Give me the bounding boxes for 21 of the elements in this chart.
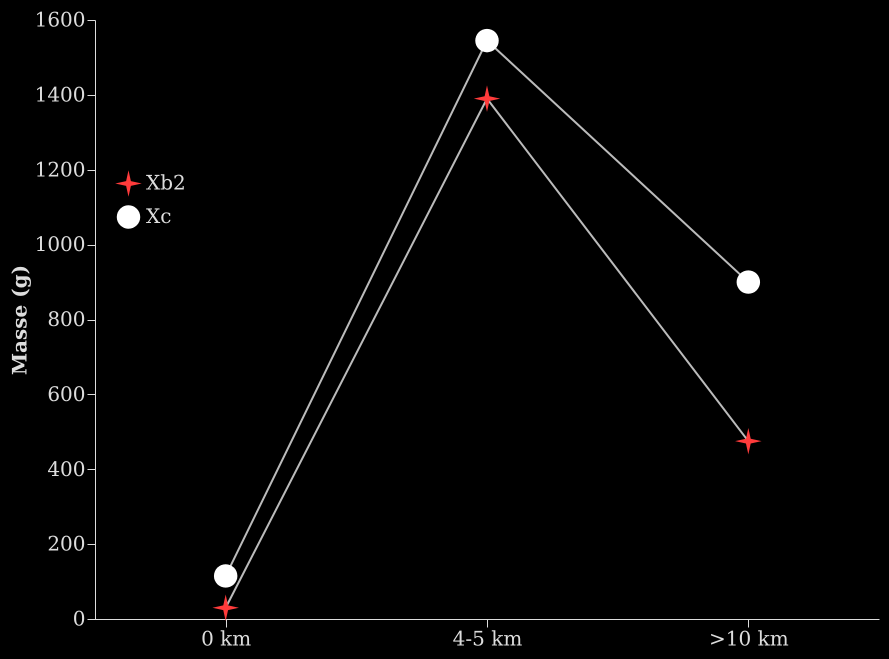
y-tick-label: 600: [47, 382, 86, 406]
legend-label: Xc: [146, 204, 172, 228]
x-tick-label: >10 km: [709, 626, 789, 650]
y-tick-label: 1000: [34, 232, 86, 256]
y-tick-label: 0: [72, 606, 86, 630]
x-tick-label: 0 km: [201, 626, 252, 650]
y-tick-label: 800: [47, 307, 86, 331]
point: [735, 428, 762, 454]
y-tick-label: 1600: [34, 8, 86, 32]
point: [475, 28, 499, 52]
point: [212, 594, 239, 621]
point: [214, 564, 238, 588]
x-tick-label: 4-5 km: [452, 626, 522, 650]
y-tick-label: 200: [47, 532, 86, 556]
y-tick-label: 400: [47, 456, 86, 481]
y-axis-title: Masse (g): [8, 264, 32, 376]
point: [474, 85, 500, 112]
y-tick-label: 1400: [34, 82, 86, 106]
point: [736, 270, 760, 294]
y-tick-label: 1200: [34, 157, 86, 182]
legend-label: Xb2: [146, 170, 186, 194]
